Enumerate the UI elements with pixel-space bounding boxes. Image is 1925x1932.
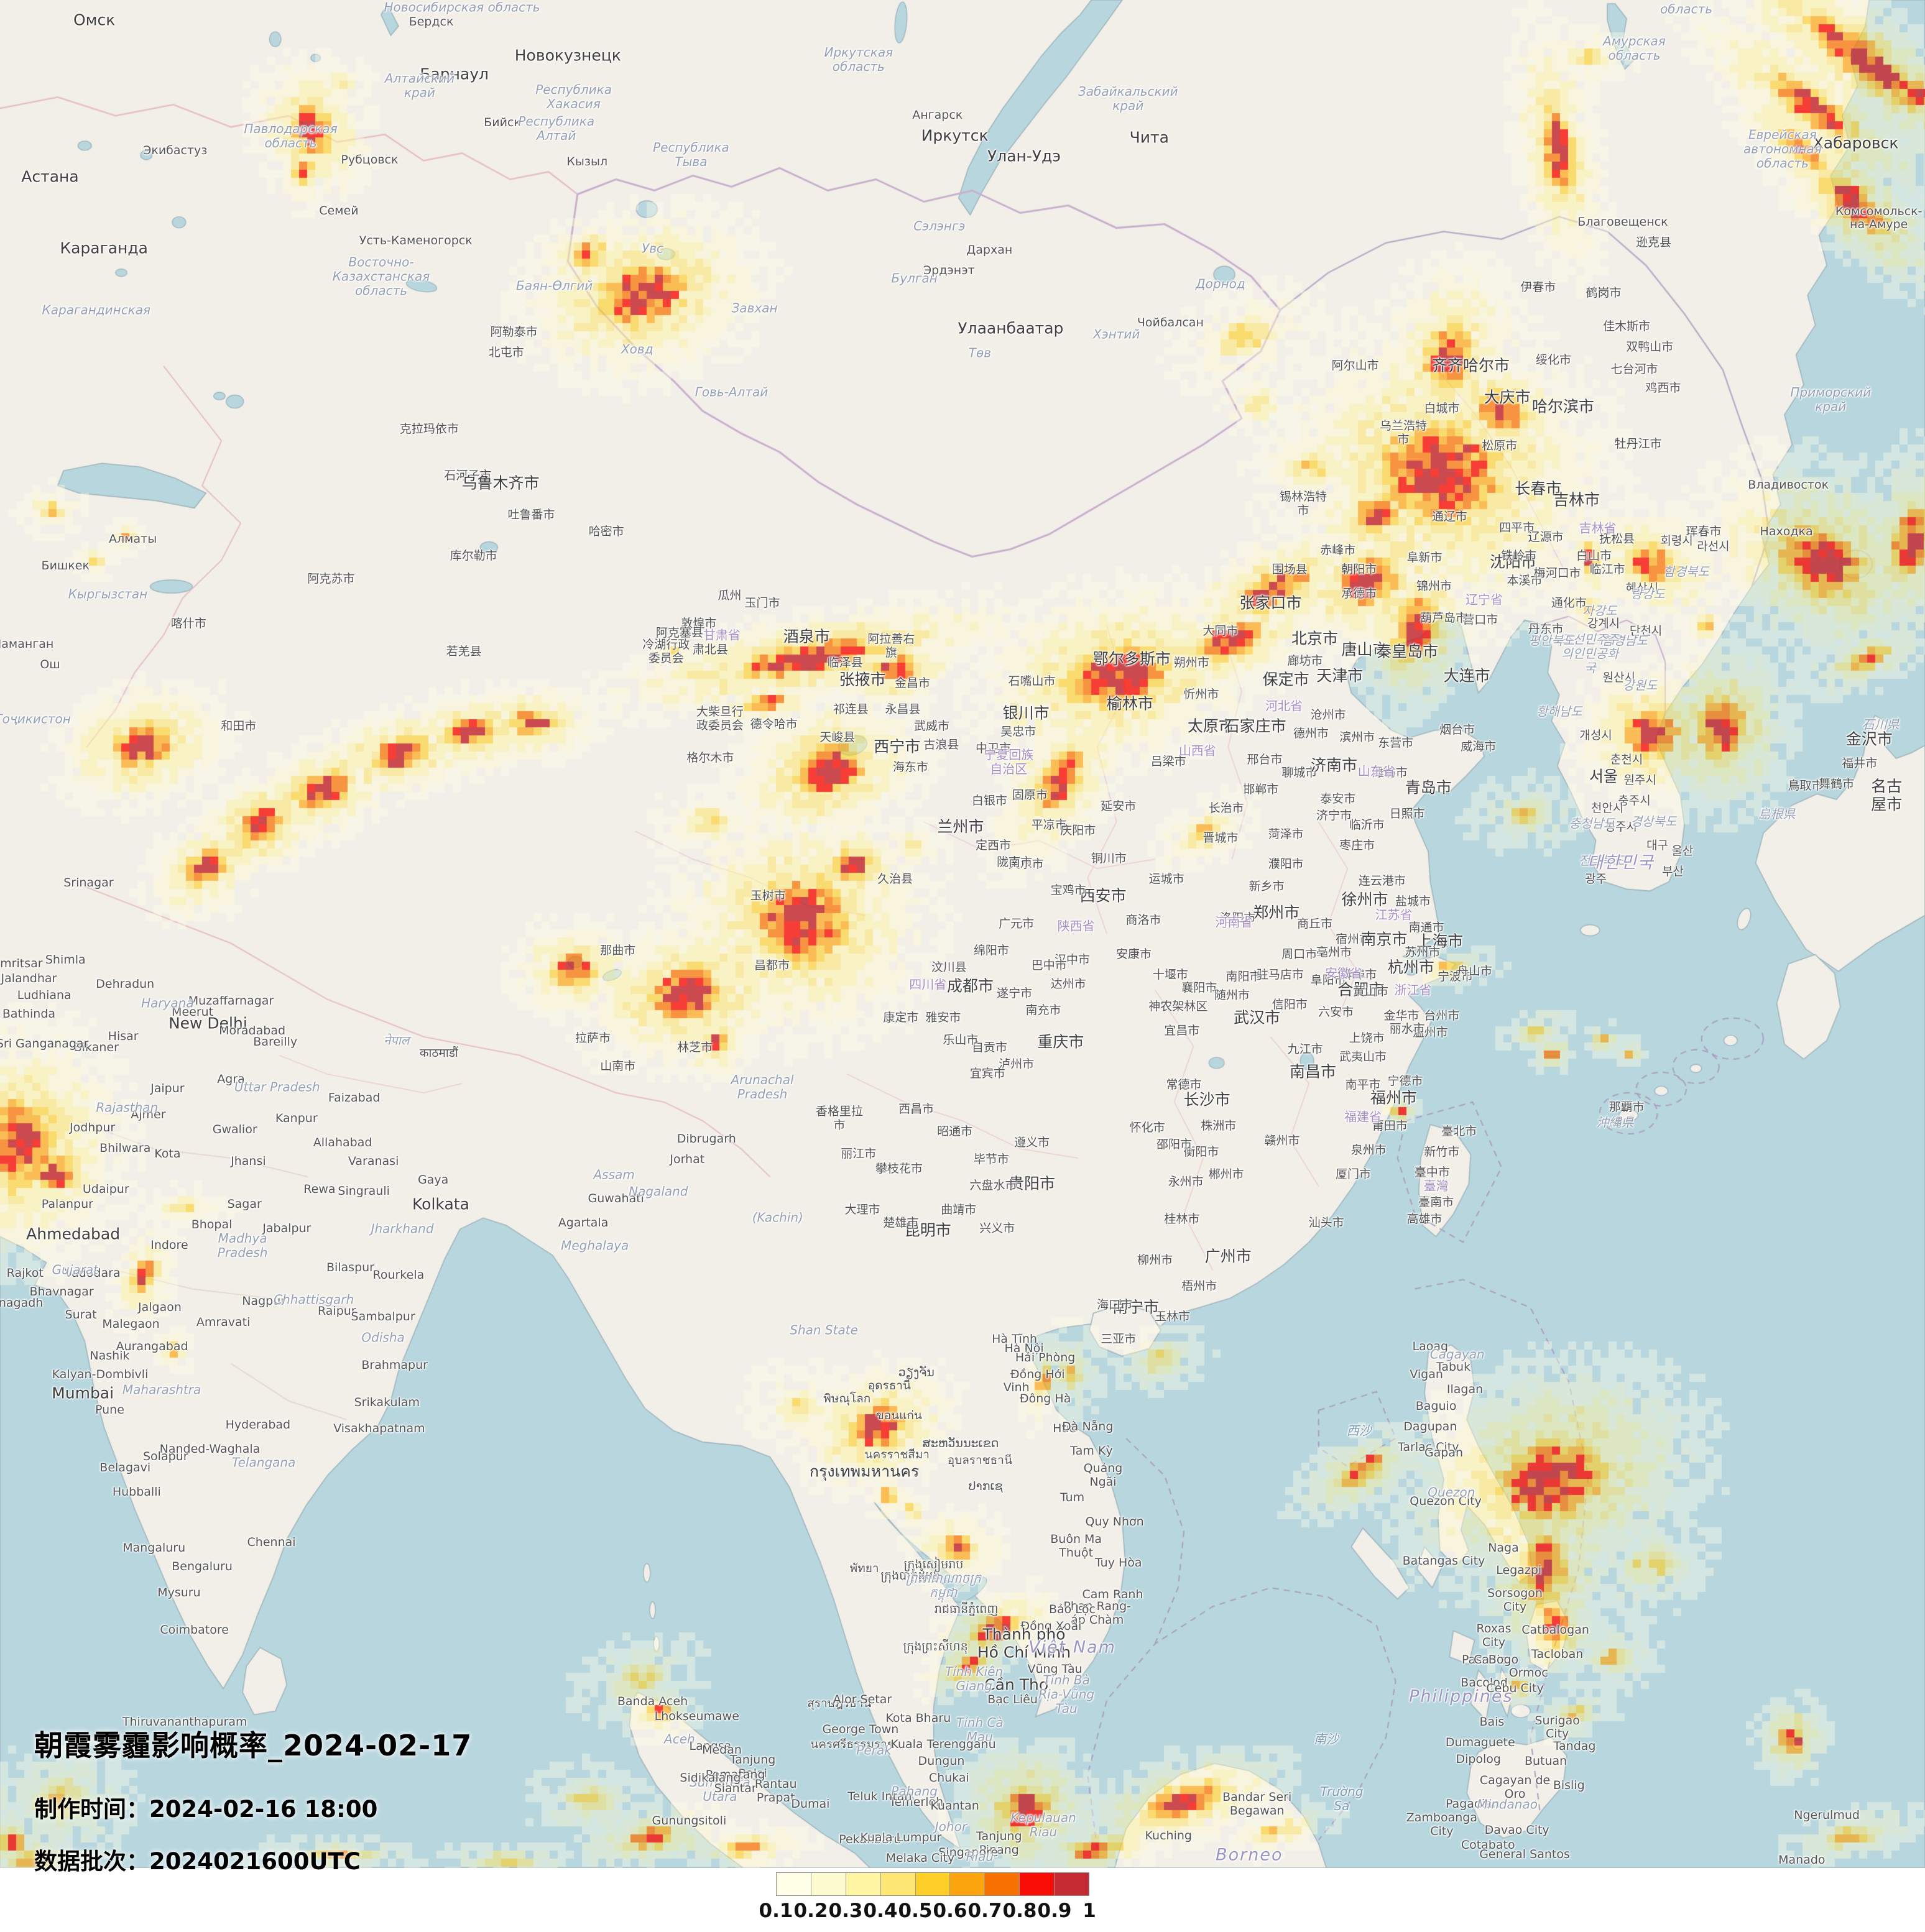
legend-swatch <box>811 1873 846 1895</box>
legend-tick-label: 0.3 <box>828 1900 863 1922</box>
legend-swatch <box>915 1873 951 1895</box>
legend-swatch <box>1020 1873 1055 1895</box>
legend-ticks: 0.1 0.2 0.3 0.4 0.5 0.6 0.7 0.8 0.9 1 <box>759 1900 1096 1926</box>
haze-probability-map[interactable] <box>0 0 1925 1868</box>
legend-tick-label: 0.7 <box>967 1900 1002 1922</box>
legend-swatch <box>880 1873 916 1895</box>
legend-tick-label: 0.9 <box>1037 1900 1072 1922</box>
legend-swatch <box>950 1873 986 1895</box>
title-block: 朝霞雾霾影响概率_2024-02-17 制作时间：2024-02-16 18:0… <box>34 1723 472 1876</box>
legend-tick-label: 0.1 <box>759 1900 793 1922</box>
page-title: 朝霞雾霾影响概率_2024-02-17 <box>34 1729 473 1762</box>
legend-tick-label: 0.6 <box>933 1900 967 1922</box>
legend-swatch <box>777 1873 811 1895</box>
legend: 0.1 0.2 0.3 0.4 0.5 0.6 0.7 0.8 0.9 1 <box>759 1872 1096 1926</box>
legend-swatch <box>985 1873 1020 1895</box>
legend-swatch <box>846 1873 881 1895</box>
legend-tick-label: 0.5 <box>898 1900 933 1922</box>
legend-tick-label: 0.4 <box>863 1900 898 1922</box>
legend-swatch <box>1055 1873 1089 1895</box>
data-batch: 数据批次：2024021600UTC <box>34 1848 361 1875</box>
production-time: 制作时间：2024-02-16 18:00 <box>34 1796 378 1823</box>
legend-tick-label: 1 <box>1083 1900 1096 1922</box>
legend-colorbar <box>776 1872 1089 1896</box>
legend-tick-label: 0.2 <box>793 1900 828 1922</box>
legend-tick-label: 0.8 <box>1002 1900 1037 1922</box>
